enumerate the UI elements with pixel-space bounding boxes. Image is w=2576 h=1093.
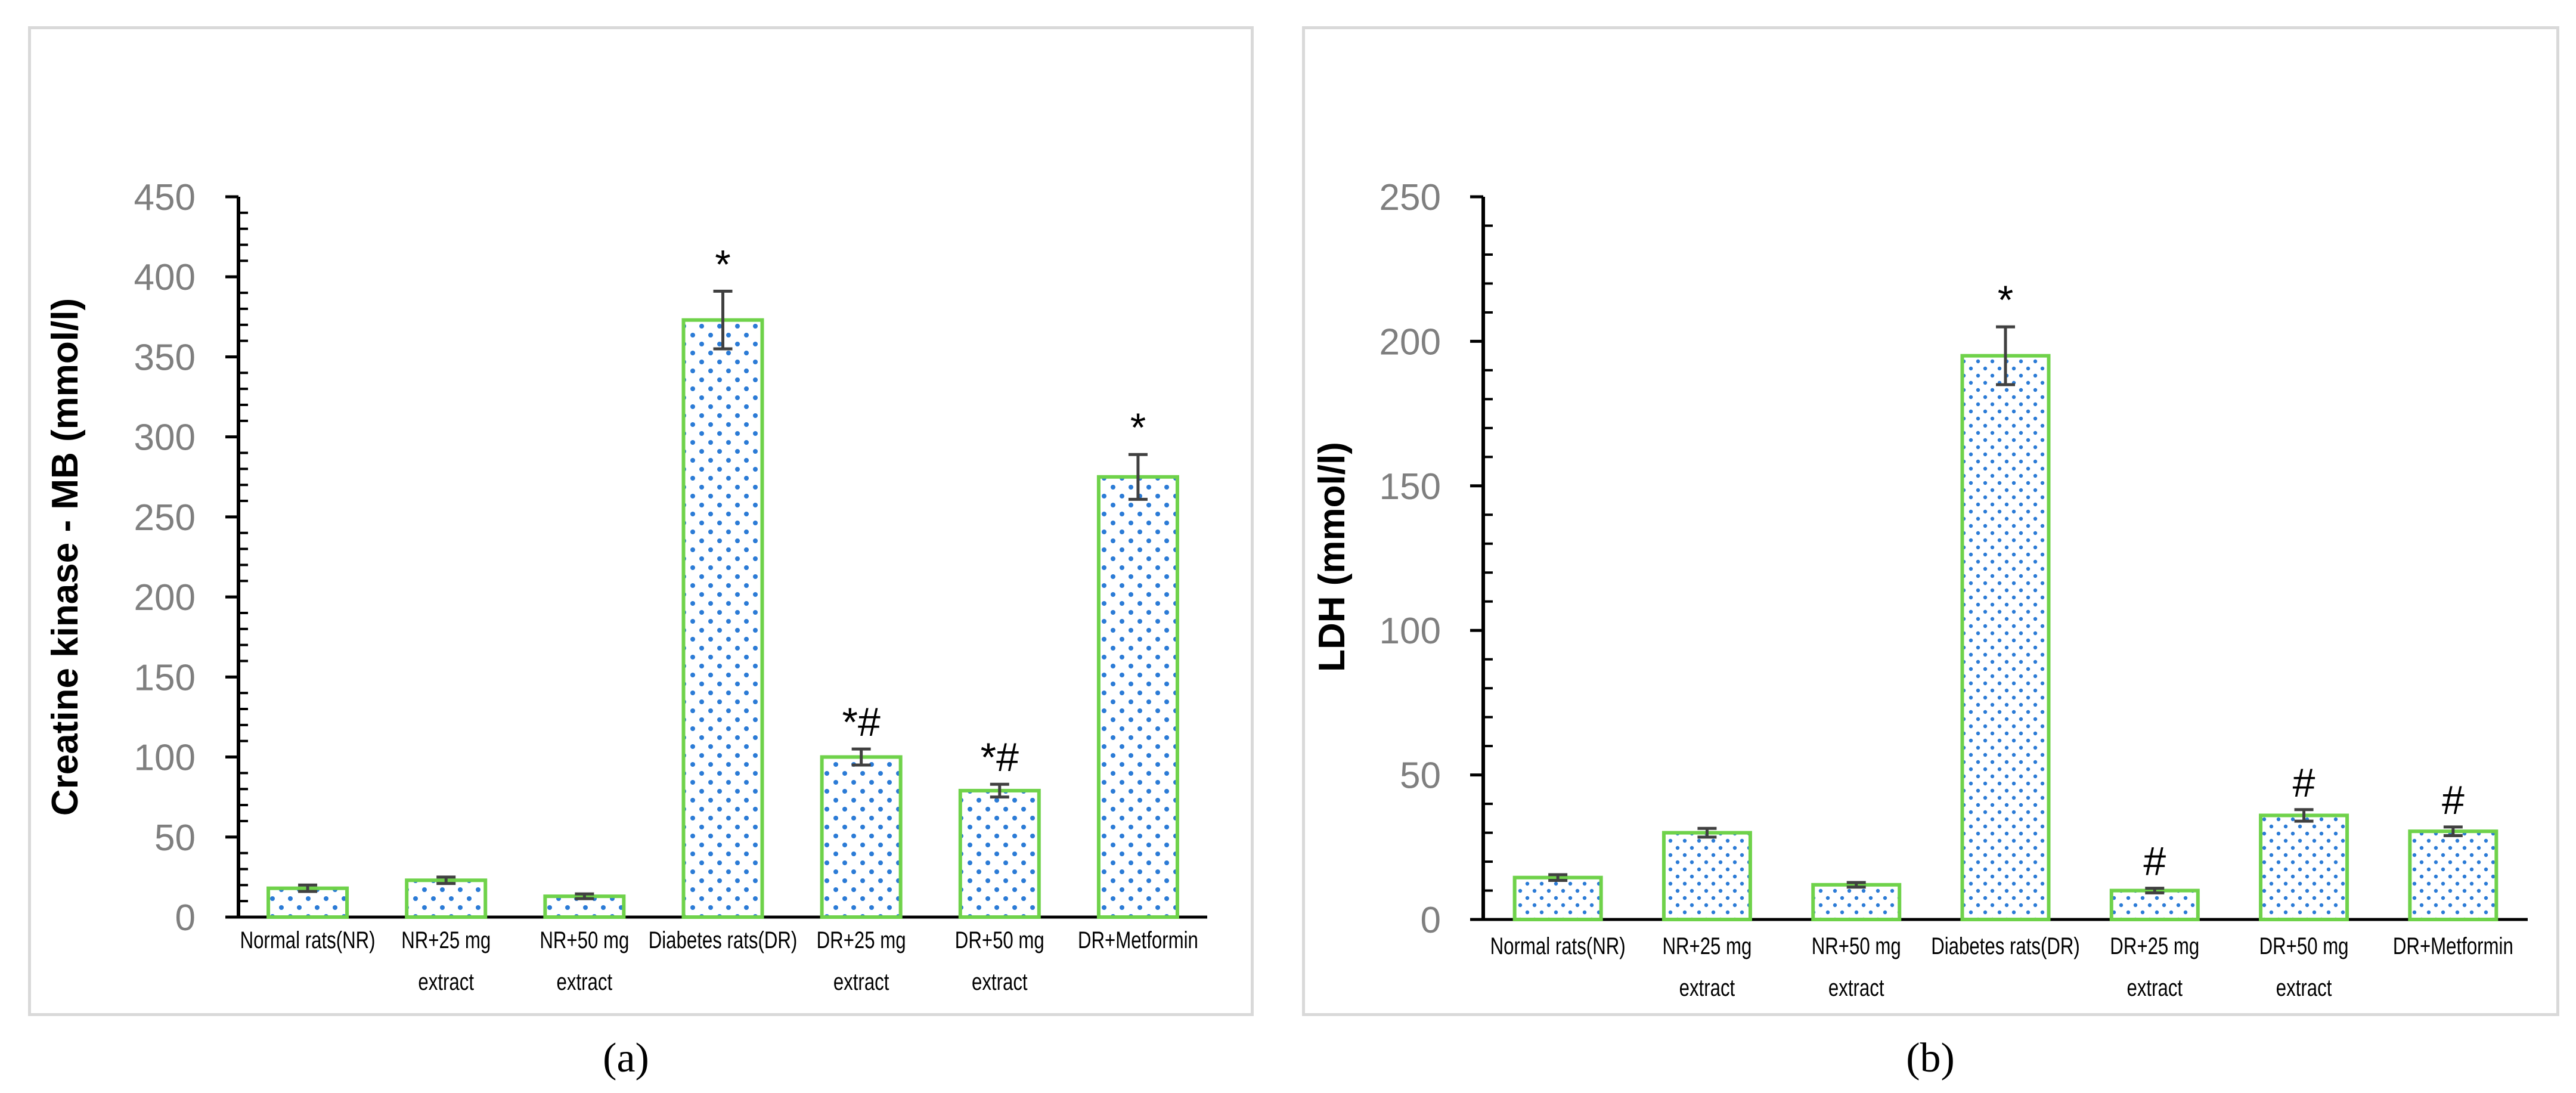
- bar: [958, 788, 1041, 919]
- bar: [2109, 888, 2200, 922]
- category-label: extract: [1828, 974, 1884, 1001]
- category-label: DR+25 mg: [817, 927, 906, 953]
- chart-panel-a: [28, 26, 1254, 1016]
- bar: [2408, 829, 2498, 921]
- category-label: Normal rats(NR): [1490, 933, 1626, 959]
- y-tick-label: 150: [1380, 466, 1441, 507]
- significance-label: *#: [981, 735, 1019, 780]
- significance-label: *: [1998, 277, 2013, 323]
- y-tick-label: 50: [1400, 755, 1441, 797]
- chart-b: 0 50 100 150 200 250 LDH (mmol/l) Normal rats(N…: [1312, 177, 2528, 1001]
- y-tick-label: 300: [134, 417, 196, 459]
- significance-label: *: [1130, 405, 1146, 450]
- bar: [1960, 354, 2051, 921]
- bar: [1811, 883, 1902, 921]
- category-label: NR+25 mg: [401, 927, 491, 953]
- category-label: DR+50 mg: [2259, 933, 2349, 959]
- bar: [1512, 875, 1603, 921]
- category-label: DR+Metformin: [2393, 933, 2513, 959]
- panel-label-b: (b): [1906, 1035, 1955, 1081]
- category-label: extract: [557, 968, 613, 995]
- category-label: extract: [1679, 974, 1735, 1001]
- significance-label: #: [2442, 778, 2465, 823]
- bar: [681, 318, 764, 919]
- significance-label: *: [715, 241, 730, 287]
- chart-panel-b: [1302, 26, 2559, 1016]
- panel-label-a: (a): [603, 1035, 649, 1081]
- significance-label: #: [2293, 760, 2315, 806]
- category-label: NR+50 mg: [1812, 933, 1901, 959]
- bar: [2259, 813, 2349, 922]
- category-label: extract: [972, 968, 1028, 995]
- category-label: DR+50 mg: [955, 927, 1044, 953]
- category-label: NR+25 mg: [1662, 933, 1752, 959]
- category-label: Diabetes rats(DR): [649, 927, 798, 953]
- y-tick-label: 0: [175, 897, 196, 939]
- category-label: Diabetes rats(DR): [1931, 933, 2080, 959]
- bar: [1661, 831, 1752, 922]
- chart-a: 0 50 100 150 200 250 300 350 400 450 Creatine kina…: [45, 177, 1207, 995]
- y-tick-label: 0: [1421, 900, 1441, 941]
- y-axis-title: Creatine kinase - MB (mmol/l): [45, 298, 86, 816]
- bar: [820, 755, 903, 919]
- y-tick-label: 250: [134, 497, 196, 538]
- y-tick-label: 100: [134, 738, 196, 779]
- y-tick-label: 50: [154, 818, 196, 859]
- y-tick-label: 100: [1380, 611, 1441, 652]
- y-tick-label: 200: [1380, 321, 1441, 363]
- y-axis-title: LDH (mmol/l): [1312, 442, 1353, 672]
- y-tick-label: 250: [1380, 177, 1441, 218]
- category-label: Normal rats(NR): [240, 927, 376, 953]
- y-tick-label: 150: [134, 657, 196, 698]
- y-tick-label: 350: [134, 337, 196, 378]
- category-label: DR+25 mg: [2110, 933, 2199, 959]
- y-tick-label: 450: [134, 177, 196, 218]
- significance-label: #: [2143, 839, 2166, 884]
- category-label: DR+Metformin: [1078, 927, 1198, 953]
- category-label: NR+50 mg: [540, 927, 629, 953]
- category-label: extract: [833, 968, 889, 995]
- y-tick-label: 400: [134, 257, 196, 298]
- y-tick-label: 200: [134, 577, 196, 618]
- bar: [1096, 475, 1179, 919]
- category-label: extract: [418, 968, 474, 995]
- bar: [405, 878, 488, 919]
- category-label: extract: [2276, 974, 2332, 1001]
- significance-label: *#: [842, 699, 881, 745]
- category-label: extract: [2126, 974, 2183, 1001]
